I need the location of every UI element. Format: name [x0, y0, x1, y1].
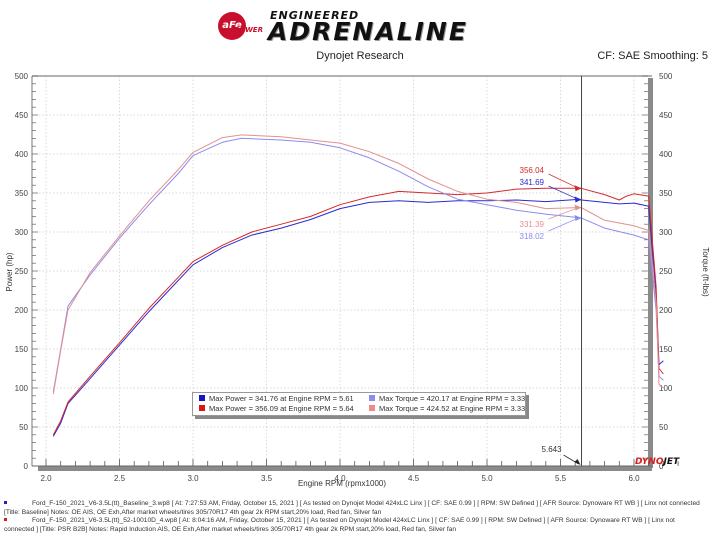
- afe-badge: aFe: [218, 12, 246, 40]
- watermark-dyno: DYNO: [635, 457, 664, 467]
- series-line: [52, 134, 664, 395]
- x-tick-label: 5.5: [555, 474, 567, 483]
- run-note-baseline: Ford_F-150_2021_V6-3.5L(tt)_Baseline_3.w…: [4, 500, 700, 516]
- y2-tick-label: 400: [659, 150, 673, 159]
- y2-tick-label: 150: [659, 345, 673, 354]
- y-tick-label: 350: [15, 189, 29, 198]
- y2-tick-label: 350: [659, 189, 673, 198]
- y-tick-label: 200: [15, 306, 29, 315]
- x-tick-label: 5.0: [481, 474, 493, 483]
- x-tick-label: 3.5: [261, 474, 273, 483]
- x-tick-label: 4.5: [408, 474, 420, 483]
- y2-tick-label: 500: [659, 72, 673, 81]
- peak-annotation: 318.02: [520, 232, 545, 241]
- peak-annotation: 331.39: [520, 220, 545, 229]
- y-tick-label: 400: [15, 150, 29, 159]
- y-tick-label: 450: [15, 111, 29, 120]
- series-line: [52, 137, 664, 392]
- x-tick-label: 3.0: [187, 474, 199, 483]
- dynojet-watermark: DYNOJET: [635, 457, 679, 467]
- logo-tagline: ENGINEERED: [270, 9, 360, 22]
- y-tick-label: 500: [15, 72, 29, 81]
- legend-item: Max Torque = 420.17 at Engine RPM = 3.33: [369, 394, 525, 404]
- y-tick-label: 300: [15, 228, 29, 237]
- x-tick-label: 4.0: [334, 474, 346, 483]
- cursor-annotations: 5.643 356.04 341.69 331.39 318.02: [520, 76, 583, 466]
- legend-swatch: [369, 405, 375, 411]
- logo-main-text: ADRENALINE: [268, 17, 468, 46]
- data-series: [52, 134, 664, 437]
- y-tick-label: 250: [15, 267, 29, 276]
- peak-annotation: 356.04: [520, 166, 545, 175]
- y2-tick-label: 100: [659, 384, 673, 393]
- y-tick-label: 150: [15, 345, 29, 354]
- run-color-dot: [4, 518, 7, 522]
- series-line: [52, 187, 664, 436]
- y-axis-title: Power (hp): [5, 252, 14, 291]
- y2-tick-label: 50: [659, 423, 668, 432]
- run-color-dot: [4, 501, 7, 504]
- chart-legend: Max Power = 341.76 at Engine RPM = 5.61 …: [192, 392, 526, 416]
- x-tick-label: 2.5: [114, 474, 126, 483]
- y-tick-label: 0: [24, 462, 29, 471]
- run-note-psr: Ford_F-150_2021_V6-3.5L(tt)_52-10010D_4.…: [4, 517, 675, 533]
- legend-swatch: [199, 405, 205, 411]
- y2-tick-label: 250: [659, 267, 673, 276]
- y2-axis-title: Torque (ft-lbs): [701, 247, 710, 297]
- y2-tick-label: 0: [659, 462, 664, 471]
- legend-item: Max Power = 356.09 at Engine RPM = 5.64: [199, 404, 354, 414]
- y2-tick-label: 200: [659, 306, 673, 315]
- legend-swatch: [369, 395, 375, 401]
- afe-logo: aFe POWER ENGINEERED ADRENALINE: [210, 6, 510, 46]
- x-tick-label: 2.0: [40, 474, 52, 483]
- run-notes: Ford_F-150_2021_V6-3.5L(tt)_Baseline_3.w…: [4, 500, 716, 534]
- legend-item: Max Power = 341.76 at Engine RPM = 5.61: [199, 394, 354, 404]
- series-line: [52, 199, 664, 437]
- legend-row-1: Max Power = 341.76 at Engine RPM = 5.61 …: [199, 394, 525, 404]
- legend-item: Max Torque = 424.52 at Engine RPM = 3.33: [369, 404, 525, 414]
- correction-factor: CF: SAE Smoothing: 5: [597, 50, 708, 62]
- afe-power-text: POWER: [234, 26, 263, 34]
- legend-row-2: Max Power = 356.09 at Engine RPM = 5.64 …: [199, 404, 525, 414]
- y2-tick-label: 450: [659, 111, 673, 120]
- x-axis-title: Engine RPM (rpmx1000): [298, 479, 386, 488]
- x-tick-label: 6.0: [628, 474, 640, 483]
- axis-ticks: 0 50 100 150 200 250 300 350 400 450 500 0 50 100 150 2…: [15, 72, 679, 483]
- peak-annotation: 341.69: [520, 178, 545, 187]
- watermark-jet: JET: [663, 457, 680, 467]
- cursor-label: 5.643: [542, 445, 563, 454]
- y2-tick-label: 300: [659, 228, 673, 237]
- y-tick-label: 50: [19, 423, 28, 432]
- dyno-chart: 0 50 100 150 200 250 300 350 400 450 500 0 50 100 150 2…: [5, 72, 710, 488]
- legend-swatch: [199, 395, 205, 401]
- y-tick-label: 100: [15, 384, 29, 393]
- chart-title: Dynojet Research: [316, 50, 404, 62]
